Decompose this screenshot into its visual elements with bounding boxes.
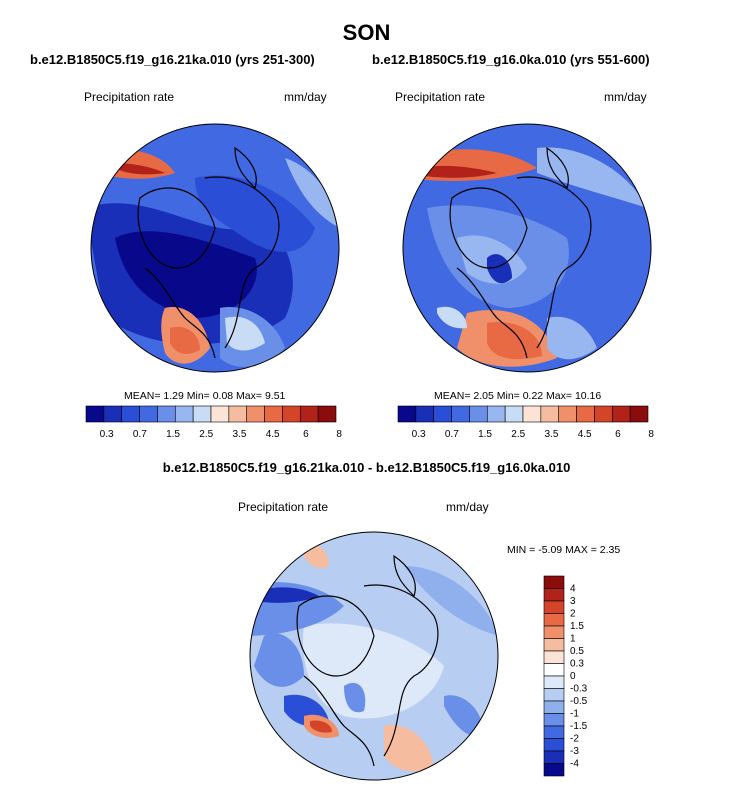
colorbar-box bbox=[192, 405, 212, 423]
colorbar-tick-label: 6 bbox=[615, 429, 621, 440]
colorbar-tick-label: 3.5 bbox=[545, 429, 559, 440]
panel-2-variable-label: Precipitation rate bbox=[395, 90, 486, 104]
colorbar-tick-label: 3.5 bbox=[233, 429, 247, 440]
colorbar-tick-label: 1.5 bbox=[570, 621, 584, 632]
colorbar-tick-label: -4 bbox=[570, 759, 579, 770]
panel-1-polar-map bbox=[90, 123, 340, 373]
colorbar-box bbox=[451, 405, 470, 423]
panel-1-case-title: b.e12.B1850C5.f19_g16.21ka.010 (yrs 251-… bbox=[30, 52, 315, 67]
colorbar-box bbox=[543, 663, 565, 677]
colorbar-box bbox=[522, 405, 542, 423]
colorbar-box bbox=[540, 405, 560, 423]
colorbar-box bbox=[486, 405, 506, 423]
colorbar-box bbox=[543, 738, 565, 752]
panel-1-units-label: mm/day bbox=[284, 90, 327, 104]
colorbar-box bbox=[543, 688, 565, 702]
colorbar-box bbox=[139, 405, 158, 423]
colorbar-tick-label: 0 bbox=[570, 671, 576, 682]
colorbar-tick-label: 1.5 bbox=[478, 429, 492, 440]
panel-1-stats: MEAN= 1.29 Min= 0.08 Max= 9.51 bbox=[124, 390, 286, 402]
colorbar-box bbox=[504, 405, 524, 423]
colorbar-box bbox=[543, 588, 565, 602]
colorbar-box bbox=[543, 613, 565, 627]
colorbar-tick-label: 2.5 bbox=[199, 429, 213, 440]
difference-units-label: mm/day bbox=[446, 500, 489, 514]
colorbar-tick-label: 3 bbox=[570, 596, 576, 607]
colorbar-box bbox=[157, 405, 176, 423]
colorbar-box bbox=[317, 405, 337, 423]
figure-title: SON bbox=[342, 20, 391, 45]
colorbar-tick-label: 4.5 bbox=[266, 429, 280, 440]
colorbar-box bbox=[299, 405, 319, 423]
colorbar-tick-label: 0.3 bbox=[570, 659, 584, 670]
difference-stats: MIN = -5.09 MAX = 2.35 bbox=[507, 544, 621, 556]
colorbar-tick-label: 0.3 bbox=[100, 429, 114, 440]
colorbar-tick-label: -0.5 bbox=[570, 696, 588, 707]
colorbar-box bbox=[433, 405, 452, 423]
colorbar-tick-label: 1 bbox=[570, 634, 576, 645]
colorbar-box bbox=[174, 405, 194, 423]
colorbar-box bbox=[543, 625, 565, 639]
colorbar-box bbox=[228, 405, 248, 423]
colorbar-tick-label: -1 bbox=[570, 709, 579, 720]
colorbar-box bbox=[629, 405, 649, 423]
colorbar-box bbox=[264, 405, 283, 423]
difference-colorbar: 43 21.5 10.5 0.30 -0.3-0.5 -1-1.5 -2-3 -4 bbox=[543, 575, 588, 777]
panel-2-case-title: b.e12.B1850C5.f19_g16.0ka.010 (yrs 551-6… bbox=[372, 52, 650, 67]
colorbar-box bbox=[543, 700, 565, 714]
colorbar-tick-label: -3 bbox=[570, 746, 579, 757]
colorbar-box bbox=[543, 675, 565, 689]
colorbar-box bbox=[543, 763, 565, 777]
colorbar-tick-label: 8 bbox=[648, 429, 654, 440]
colorbar-tick-label: -2 bbox=[570, 734, 579, 745]
colorbar-box bbox=[558, 405, 577, 423]
colorbar-tick-label: 2.5 bbox=[511, 429, 525, 440]
colorbar-box bbox=[543, 650, 565, 664]
colorbar-tick-label: 4 bbox=[570, 584, 576, 595]
colorbar-box bbox=[246, 405, 265, 423]
colorbar-tick-label: 2 bbox=[570, 609, 576, 620]
panel-2-stats: MEAN= 2.05 Min= 0.22 Max= 10.16 bbox=[434, 390, 602, 402]
panel-1-colorbar: 0.3 0.7 1.5 2.5 3.5 4.5 6 8 bbox=[85, 405, 342, 440]
colorbar-tick-label: 8 bbox=[336, 429, 342, 440]
colorbar-box bbox=[282, 405, 301, 423]
colorbar-box bbox=[543, 750, 565, 764]
panel-2-units-label: mm/day bbox=[604, 90, 647, 104]
panel-1-variable-label: Precipitation rate bbox=[84, 90, 175, 104]
colorbar-box bbox=[415, 405, 435, 423]
panel-2-colorbar: 0.3 0.7 1.5 2.5 3.5 4.5 6 8 bbox=[397, 405, 654, 440]
colorbar-box bbox=[576, 405, 595, 423]
difference-polar-map bbox=[249, 531, 499, 781]
colorbar-tick-label: 0.5 bbox=[570, 646, 584, 657]
colorbar-box bbox=[85, 405, 105, 423]
colorbar-box bbox=[469, 405, 488, 423]
colorbar-box bbox=[543, 725, 565, 739]
colorbar-box bbox=[594, 405, 613, 423]
colorbar-box bbox=[121, 405, 140, 423]
colorbar-tick-label: 6 bbox=[303, 429, 309, 440]
colorbar-box bbox=[543, 575, 565, 589]
colorbar-box bbox=[543, 638, 565, 652]
colorbar-tick-label: 0.7 bbox=[133, 429, 147, 440]
difference-variable-label: Precipitation rate bbox=[238, 500, 329, 514]
difference-title: b.e12.B1850C5.f19_g16.21ka.010 - b.e12.B… bbox=[162, 460, 571, 475]
colorbar-box bbox=[611, 405, 631, 423]
colorbar-tick-label: 1.5 bbox=[166, 429, 180, 440]
colorbar-tick-label: 0.7 bbox=[445, 429, 459, 440]
colorbar-box bbox=[543, 713, 565, 727]
colorbar-box bbox=[210, 405, 230, 423]
panel-2-polar-map bbox=[402, 123, 652, 373]
colorbar-box bbox=[543, 600, 565, 614]
colorbar-box bbox=[397, 405, 417, 423]
colorbar-tick-label: -1.5 bbox=[570, 721, 588, 732]
colorbar-tick-label: 0.3 bbox=[412, 429, 426, 440]
colorbar-tick-label: 4.5 bbox=[578, 429, 592, 440]
colorbar-tick-label: -0.3 bbox=[570, 684, 588, 695]
colorbar-box bbox=[103, 405, 123, 423]
